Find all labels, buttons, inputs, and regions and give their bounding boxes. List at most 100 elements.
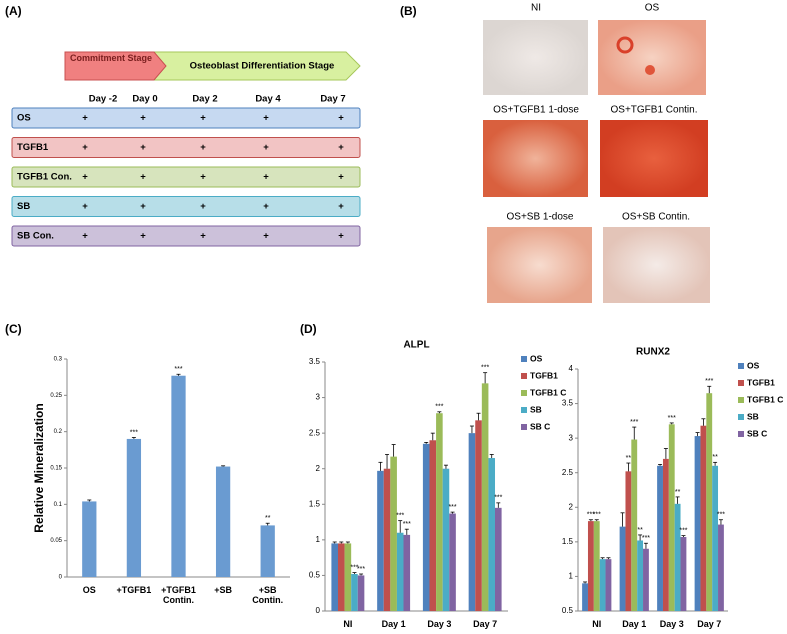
panel-label: (B) xyxy=(400,4,417,18)
legend-swatch xyxy=(521,407,527,413)
x-tick-label: Day 3 xyxy=(427,619,452,629)
bar xyxy=(706,393,713,611)
bar xyxy=(625,471,632,611)
schedule-row xyxy=(11,137,361,158)
bar xyxy=(712,465,719,611)
y-tick-label: 0.05 xyxy=(50,538,62,544)
column-header: Day 7 xyxy=(320,94,345,105)
legend-label: OS xyxy=(530,353,543,363)
x-tick-label: +SB xyxy=(214,585,232,595)
y-tick-label: 2.5 xyxy=(309,428,321,437)
bar xyxy=(593,521,600,611)
significance: *** xyxy=(717,512,725,519)
legend-label: SB xyxy=(530,404,542,414)
bar xyxy=(475,420,482,611)
bar xyxy=(718,524,724,611)
cell: + xyxy=(263,231,269,242)
significance: *** xyxy=(435,404,443,411)
bar xyxy=(674,503,681,611)
schedule-row xyxy=(11,196,361,217)
significance: *** xyxy=(357,566,365,573)
legend-swatch xyxy=(738,380,744,386)
bar xyxy=(495,507,502,611)
legend-label: SB C xyxy=(530,421,550,431)
bar xyxy=(643,548,649,611)
bar xyxy=(631,439,638,611)
stage-label: Osteoblast Differentiation Stage xyxy=(190,61,335,72)
y-tick-label: 2 xyxy=(569,502,574,511)
cell: + xyxy=(140,231,146,242)
cell: + xyxy=(82,231,88,242)
cell: + xyxy=(140,172,146,183)
legend-swatch xyxy=(521,424,527,430)
cell: + xyxy=(338,113,344,124)
cell: + xyxy=(200,201,206,212)
chart-title: RUNX2 xyxy=(636,347,670,358)
significance: ** xyxy=(626,455,632,462)
significance: *** xyxy=(350,564,358,571)
significance: *** xyxy=(448,504,456,511)
column-header: Day 2 xyxy=(192,94,217,105)
bar xyxy=(587,521,594,611)
schedule-row xyxy=(11,107,361,129)
legend-swatch xyxy=(521,373,527,379)
y-tick-label: 3.5 xyxy=(562,399,574,408)
y-tick-label: 1 xyxy=(316,535,321,544)
column-header: Day 0 xyxy=(132,94,157,105)
bar xyxy=(657,465,663,611)
bar xyxy=(260,525,275,577)
bar xyxy=(599,559,606,611)
x-tick-label: +TGFB1 xyxy=(116,585,152,595)
bar xyxy=(488,458,496,611)
significance: *** xyxy=(593,512,601,519)
bar xyxy=(396,532,404,611)
legend-swatch xyxy=(521,390,527,396)
stain-images xyxy=(483,20,710,303)
bar xyxy=(662,458,669,611)
y-tick-label: 4 xyxy=(569,364,574,373)
bar xyxy=(481,383,489,611)
legend-label: TGFB1 C xyxy=(530,387,566,397)
bar xyxy=(126,438,142,577)
bar xyxy=(82,501,97,577)
bar xyxy=(436,413,443,611)
bar xyxy=(403,534,411,611)
image-label: OS+TGFB1 Contin. xyxy=(611,105,698,116)
y-tick-label: 0.2 xyxy=(54,429,63,435)
bar xyxy=(605,559,612,611)
cell: + xyxy=(338,201,344,212)
significance: ** xyxy=(675,489,681,496)
stain-image xyxy=(598,20,706,95)
stain-image xyxy=(483,20,588,95)
stain-image xyxy=(603,227,710,303)
cell: + xyxy=(200,231,206,242)
bar xyxy=(694,436,701,611)
image-label: OS+SB 1-dose xyxy=(507,212,574,223)
legend-label: OS xyxy=(747,360,760,370)
significance: *** xyxy=(642,535,650,542)
row-label: TGFB1 xyxy=(17,142,49,153)
y-tick-label: 0.25 xyxy=(50,393,62,399)
cell: + xyxy=(140,113,146,124)
cell: + xyxy=(140,142,146,153)
bar xyxy=(344,543,352,611)
legend-label: TGFB1 xyxy=(530,370,558,380)
x-tick-label: Day 7 xyxy=(697,619,722,629)
x-tick-label: Day 3 xyxy=(659,619,684,629)
x-tick-label: +SB Contin. xyxy=(252,585,284,606)
bar xyxy=(337,543,345,611)
x-tick-label: +TGFB1 Contin. xyxy=(161,585,196,606)
schedule-row xyxy=(11,166,361,188)
image-label: NI xyxy=(531,3,541,14)
x-tick-label: Day 7 xyxy=(473,619,498,629)
significance: ** xyxy=(637,527,643,534)
legend-swatch xyxy=(738,431,744,437)
y-tick-label: 1.5 xyxy=(309,499,321,508)
chart-title: ALPL xyxy=(403,340,429,351)
significance: *** xyxy=(630,419,638,426)
y-axis-label: Relative Mineralization xyxy=(32,403,46,532)
stain-image xyxy=(600,120,708,197)
bar xyxy=(700,425,707,611)
x-tick-label: NI xyxy=(592,619,602,629)
